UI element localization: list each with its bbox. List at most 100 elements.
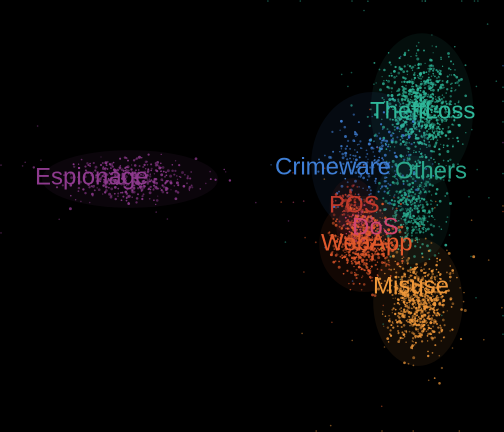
data-point (446, 249, 448, 252)
data-point (438, 130, 441, 134)
data-point (355, 196, 358, 199)
data-point (402, 212, 406, 215)
data-point (438, 153, 441, 156)
data-point (105, 164, 108, 167)
data-point (420, 113, 423, 116)
data-point (343, 125, 347, 129)
data-point (374, 179, 377, 183)
data-point (390, 72, 392, 74)
data-point (460, 0, 463, 2)
data-point (361, 214, 365, 218)
data-point (324, 246, 326, 249)
data-point (341, 152, 345, 156)
data-point (373, 223, 376, 227)
data-point (452, 137, 454, 140)
data-point (406, 226, 408, 228)
data-point (148, 178, 151, 181)
data-point (385, 245, 389, 249)
data-point (402, 94, 405, 96)
data-point (407, 132, 411, 136)
data-point (136, 193, 140, 196)
data-point (394, 308, 397, 311)
data-point (384, 242, 388, 246)
data-point (388, 268, 391, 271)
data-point (416, 232, 418, 234)
data-point (419, 62, 423, 66)
data-point (418, 86, 422, 90)
data-point (411, 288, 414, 291)
data-point (369, 234, 371, 236)
data-point (398, 265, 401, 268)
data-point (431, 97, 435, 100)
cluster-webapp (280, 108, 504, 408)
data-point (431, 280, 433, 282)
data-point (448, 116, 451, 118)
data-point (394, 118, 398, 122)
data-point (404, 91, 408, 94)
data-point (368, 238, 371, 242)
data-point (350, 71, 353, 74)
data-point (417, 62, 420, 65)
data-point (475, 85, 478, 88)
data-point (416, 319, 419, 322)
data-point (392, 217, 395, 219)
data-point (127, 201, 130, 204)
data-point (451, 82, 453, 84)
data-point (329, 234, 331, 236)
data-point (392, 137, 394, 140)
data-point (360, 220, 364, 224)
data-point (384, 257, 387, 260)
data-point (74, 176, 76, 178)
data-point (384, 164, 388, 168)
data-point (412, 107, 414, 110)
data-point (411, 189, 413, 191)
data-point (395, 125, 397, 128)
data-point (141, 197, 144, 201)
data-point (445, 192, 449, 195)
data-point (412, 85, 415, 88)
data-point (357, 273, 359, 276)
data-point (416, 120, 420, 123)
data-point (363, 225, 365, 227)
data-point (448, 170, 450, 173)
data-point (392, 322, 394, 325)
data-point (430, 317, 433, 320)
data-point (127, 169, 130, 172)
data-point (412, 230, 414, 232)
data-point (363, 200, 366, 203)
data-point (436, 296, 438, 298)
data-point (402, 219, 405, 221)
data-point (443, 324, 446, 327)
data-point (367, 0, 369, 2)
data-point (152, 188, 155, 190)
data-point (379, 146, 381, 148)
data-point (420, 107, 423, 110)
data-point (409, 201, 412, 204)
data-point (371, 276, 374, 279)
data-point (402, 180, 405, 183)
data-point (416, 57, 420, 61)
data-point (353, 217, 357, 221)
data-point (349, 153, 352, 156)
data-point (436, 280, 439, 283)
data-point (432, 310, 435, 313)
data-point (350, 160, 353, 164)
data-point (149, 173, 152, 175)
data-point (414, 327, 418, 330)
data-point (156, 163, 159, 167)
data-point (425, 112, 428, 114)
data-point (378, 150, 381, 153)
data-point (397, 121, 400, 124)
data-point (432, 325, 435, 328)
data-point (91, 192, 94, 196)
data-point (344, 193, 347, 196)
data-point (77, 190, 80, 192)
data-point (351, 226, 354, 229)
data-point (439, 85, 442, 89)
data-point (448, 112, 451, 115)
data-point (397, 329, 400, 333)
data-point (452, 124, 455, 126)
data-point (418, 191, 422, 195)
data-point (430, 275, 433, 278)
data-point (353, 198, 357, 201)
